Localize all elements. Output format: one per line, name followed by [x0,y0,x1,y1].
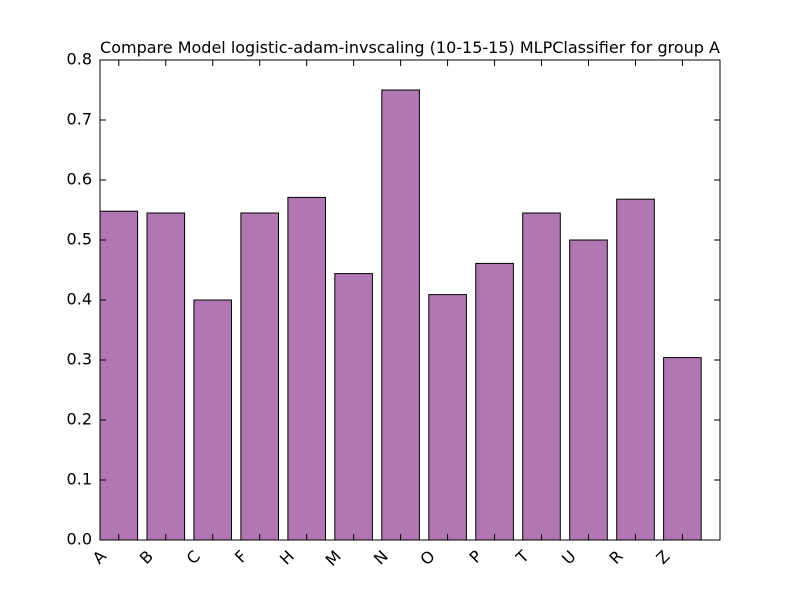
y-tick-label: 0.6 [67,170,92,189]
y-tick-label: 0.5 [67,230,92,249]
y-tick-label: 0.7 [67,110,92,129]
x-tick-label-A: A [89,547,110,568]
x-tick-label-U: U [558,547,580,569]
bar-F [240,212,279,541]
x-tick-label-P: P [466,546,487,567]
x-tick-label-F: F [231,547,251,567]
y-tick-label: 0.4 [67,290,92,309]
y-tick-label: 0.0 [67,530,92,549]
bar-U [569,239,608,541]
bar-N [381,89,420,541]
bar-A [99,210,139,541]
y-tick-label: 0.3 [67,350,92,369]
y-tick-label: 0.2 [67,410,92,429]
bars-layer [99,89,702,541]
bar-R [616,198,655,541]
x-tick-label-Z: Z [652,547,673,568]
x-tick-label-H: H [276,547,298,569]
bar-H [287,196,326,541]
chart-title: Compare Model logistic-adam-invscaling (… [100,38,720,57]
bar-B [146,212,186,541]
plot-frame [99,59,721,541]
x-tick-label-M: M [322,547,345,570]
bar-Z [663,357,702,541]
y-tick-label: 0.8 [67,50,92,69]
bar-M [334,273,373,541]
y-tick-label: 0.1 [67,470,92,489]
x-tick-label-C: C [183,547,204,568]
x-tick-label-N: N [370,547,392,569]
x-tick-label-O: O [416,547,438,569]
x-tick-label-B: B [136,547,157,568]
bar-T [522,212,561,541]
bar-P [475,262,514,541]
x-tick-label-T: T [512,546,533,567]
bar-C [193,299,232,541]
x-tick-label-R: R [605,547,626,568]
bar-O [428,294,467,541]
